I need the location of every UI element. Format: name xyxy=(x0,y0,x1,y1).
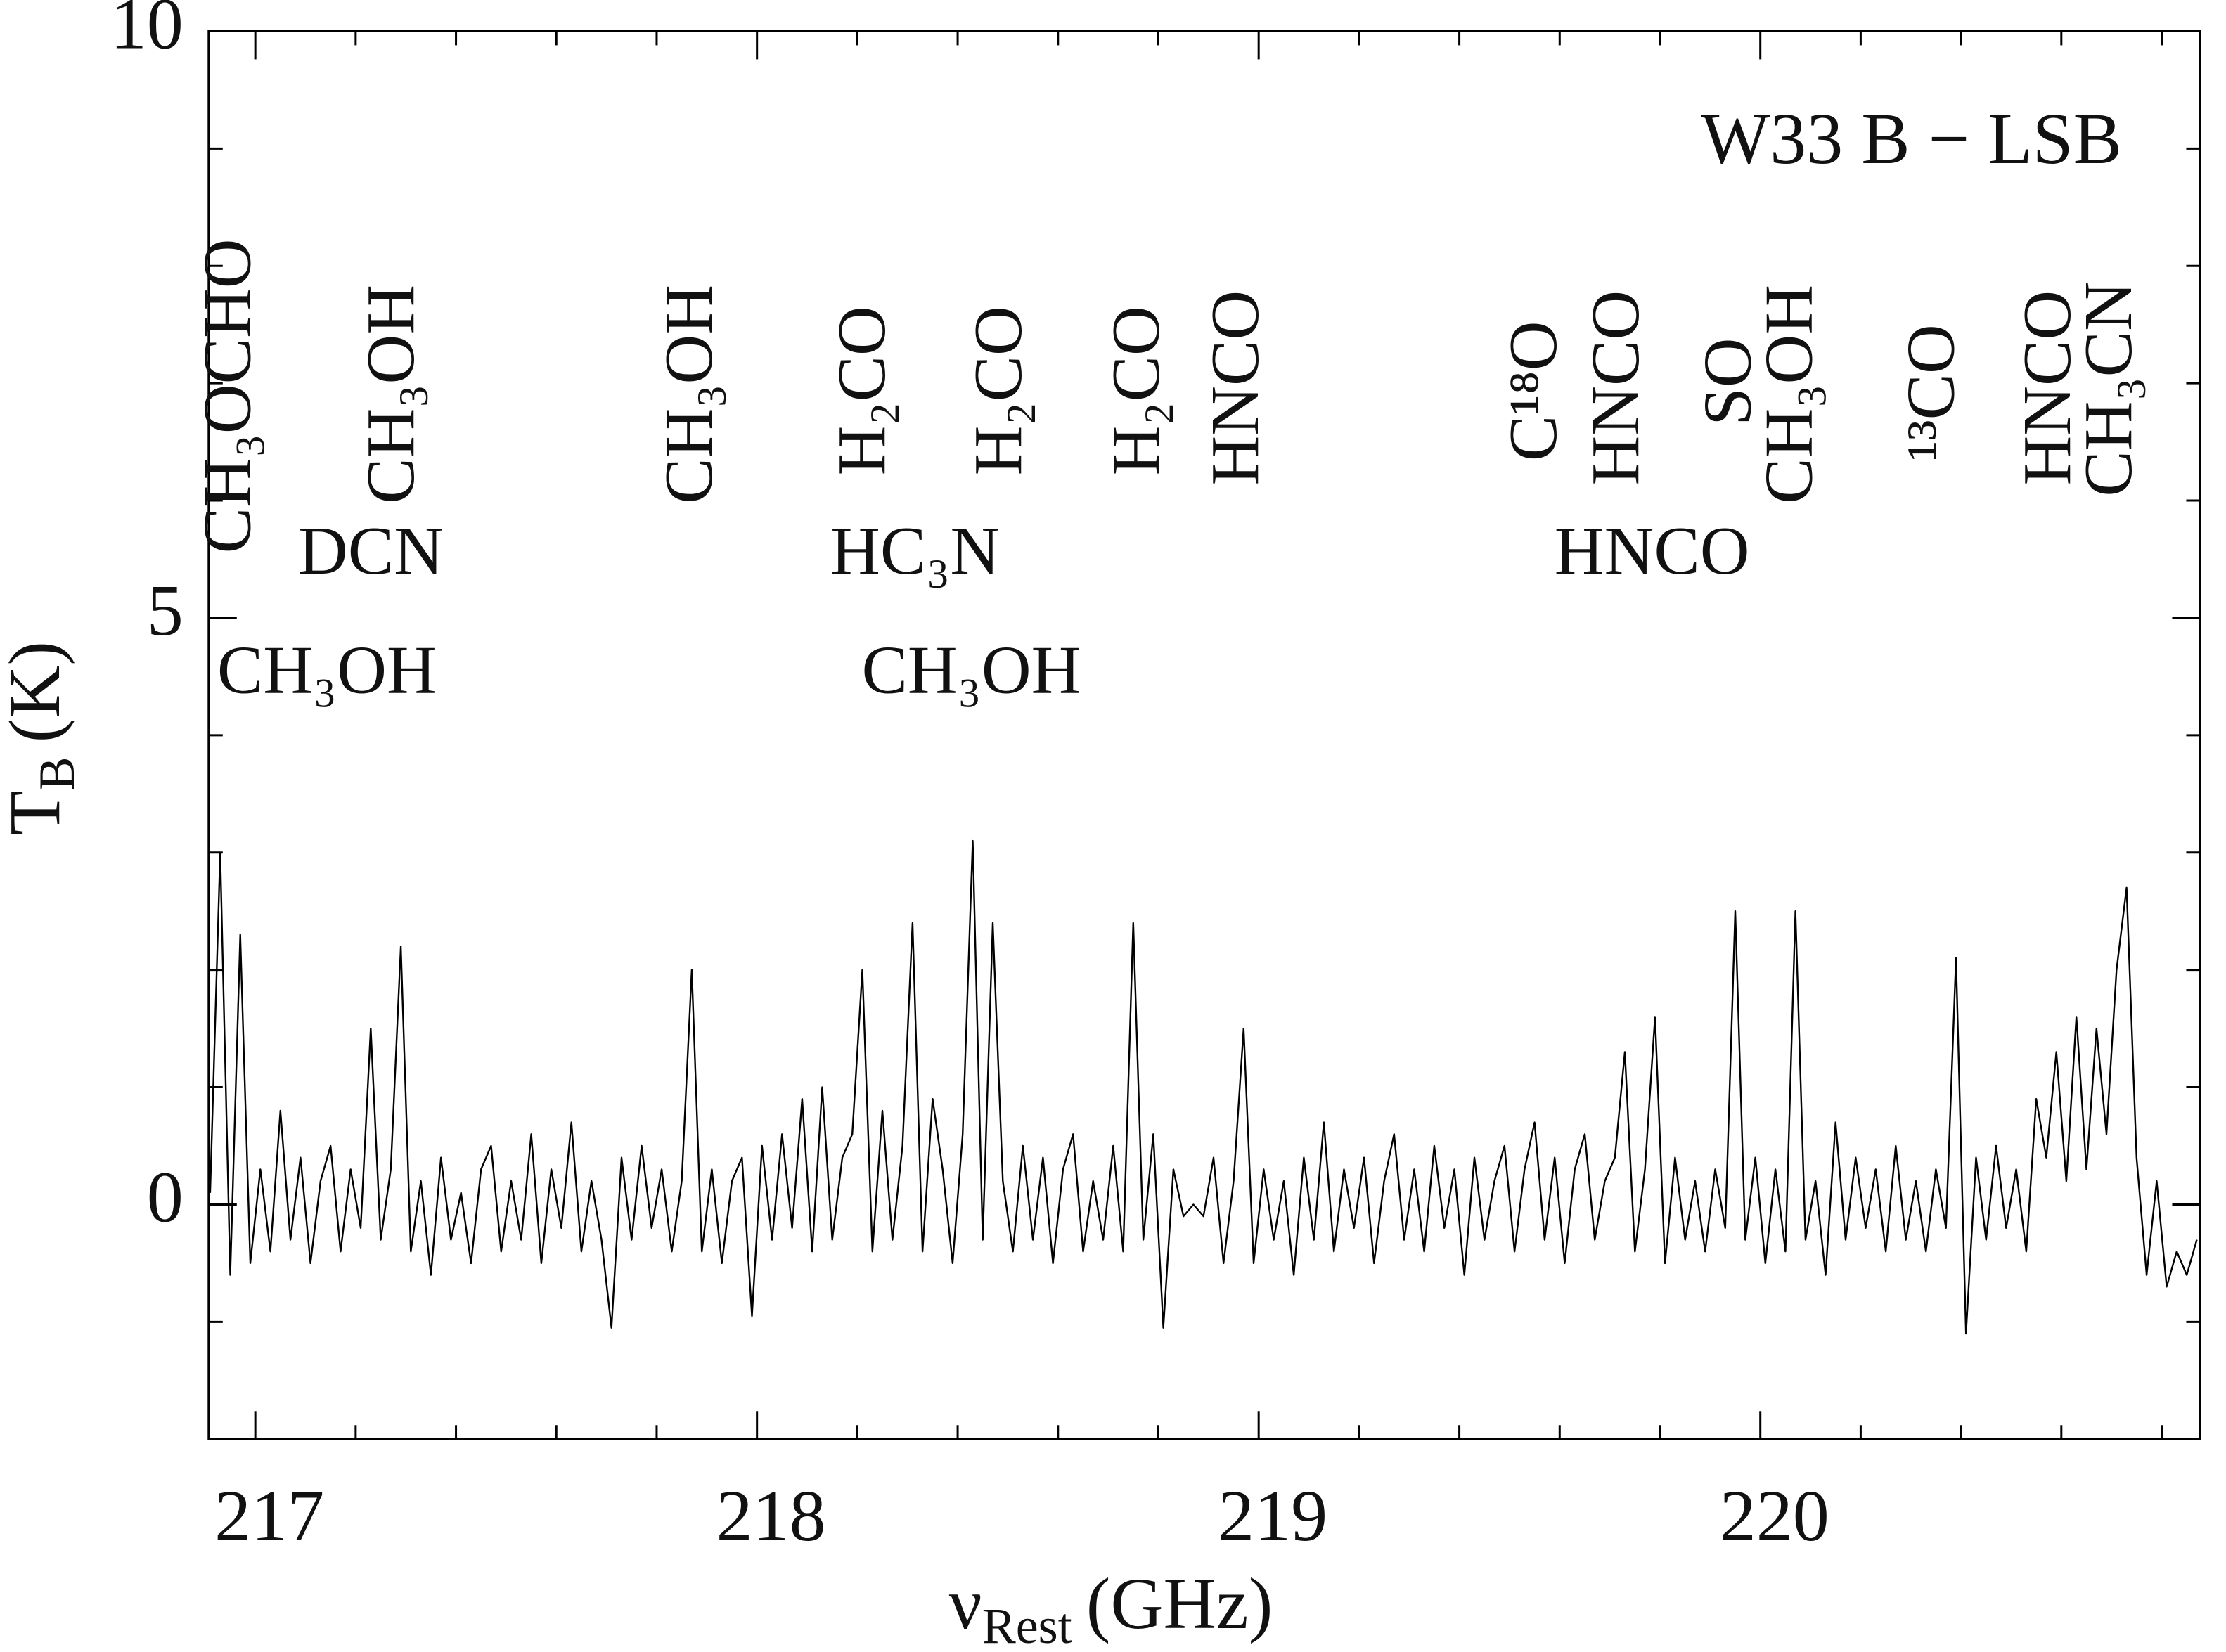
y-label-unit: (K) xyxy=(0,641,75,742)
line-annotation: HNCO xyxy=(1197,290,1273,486)
x-label-symbol: ν xyxy=(949,1563,982,1644)
line-annotation: H₂CO xyxy=(1098,306,1174,475)
y-tick-label: 0 xyxy=(147,1156,184,1237)
line-annotation: CH₃OH xyxy=(353,285,429,504)
x-label-unit: (GHz) xyxy=(1086,1563,1273,1644)
line-annotation: ¹³CO xyxy=(1893,324,1969,461)
line-annotation: H₂CO xyxy=(960,306,1036,475)
line-annotation: DCN xyxy=(298,513,444,589)
line-annotation: HNCO xyxy=(1578,290,1654,486)
x-axis-label: νRest (GHz) xyxy=(949,1563,1273,1652)
line-annotation: HNCO xyxy=(1555,513,1750,589)
line-annotation: HNCO xyxy=(2009,290,2085,486)
line-annotation: CH₃OH xyxy=(862,633,1081,709)
x-label-subscript: Rest xyxy=(982,1598,1072,1652)
x-tick-label: 220 xyxy=(1720,1476,1829,1556)
y-tick-label: 10 xyxy=(110,0,184,64)
y-tick-label: 5 xyxy=(147,570,184,651)
plot-frame xyxy=(207,30,2201,1440)
y-label-subscript: B xyxy=(29,756,85,790)
x-tick-label: 219 xyxy=(1218,1476,1327,1556)
line-annotation: CH₃OCHO xyxy=(190,238,266,553)
line-annotation: H₂CO xyxy=(824,306,900,475)
line-annotation: CH₃OH xyxy=(1751,285,1827,504)
line-annotation: C¹⁸O xyxy=(1495,321,1571,461)
x-tick-label: 218 xyxy=(716,1476,826,1556)
y-label-symbol: T xyxy=(0,790,75,835)
line-annotation: CH₃CN xyxy=(2071,281,2147,496)
line-annotation: CH₃OH xyxy=(217,633,437,709)
y-axis-label: TB (K) xyxy=(0,641,85,835)
x-tick-label: 217 xyxy=(214,1476,324,1556)
line-annotation: HC₃N xyxy=(830,513,1000,589)
line-annotation: CH₃OH xyxy=(651,285,727,504)
line-annotation: SO xyxy=(1690,337,1766,425)
chart-title: W33 B − LSB xyxy=(1701,98,2122,179)
spectrum-line xyxy=(209,839,2198,1335)
